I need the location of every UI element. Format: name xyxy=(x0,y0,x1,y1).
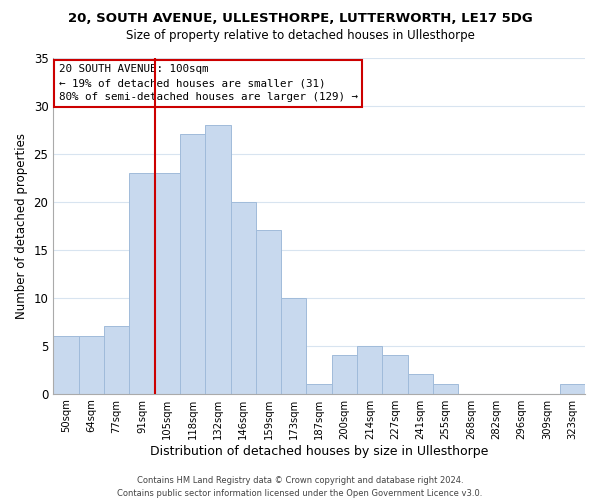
Bar xyxy=(408,374,433,394)
Bar xyxy=(180,134,205,394)
Text: Size of property relative to detached houses in Ullesthorpe: Size of property relative to detached ho… xyxy=(125,29,475,42)
Bar xyxy=(281,298,307,394)
Text: 20, SOUTH AVENUE, ULLESTHORPE, LUTTERWORTH, LE17 5DG: 20, SOUTH AVENUE, ULLESTHORPE, LUTTERWOR… xyxy=(68,12,532,26)
Bar xyxy=(53,336,79,394)
Bar xyxy=(256,230,281,394)
X-axis label: Distribution of detached houses by size in Ullesthorpe: Distribution of detached houses by size … xyxy=(150,444,488,458)
Bar xyxy=(382,356,408,394)
Y-axis label: Number of detached properties: Number of detached properties xyxy=(15,132,28,318)
Bar xyxy=(307,384,332,394)
Bar xyxy=(560,384,585,394)
Bar xyxy=(155,173,180,394)
Bar xyxy=(332,356,357,394)
Bar xyxy=(129,173,155,394)
Bar xyxy=(230,202,256,394)
Text: 20 SOUTH AVENUE: 100sqm
← 19% of detached houses are smaller (31)
80% of semi-de: 20 SOUTH AVENUE: 100sqm ← 19% of detache… xyxy=(59,64,358,102)
Bar xyxy=(357,346,382,394)
Bar xyxy=(433,384,458,394)
Bar xyxy=(79,336,104,394)
Bar xyxy=(205,124,230,394)
Bar xyxy=(104,326,129,394)
Text: Contains HM Land Registry data © Crown copyright and database right 2024.
Contai: Contains HM Land Registry data © Crown c… xyxy=(118,476,482,498)
